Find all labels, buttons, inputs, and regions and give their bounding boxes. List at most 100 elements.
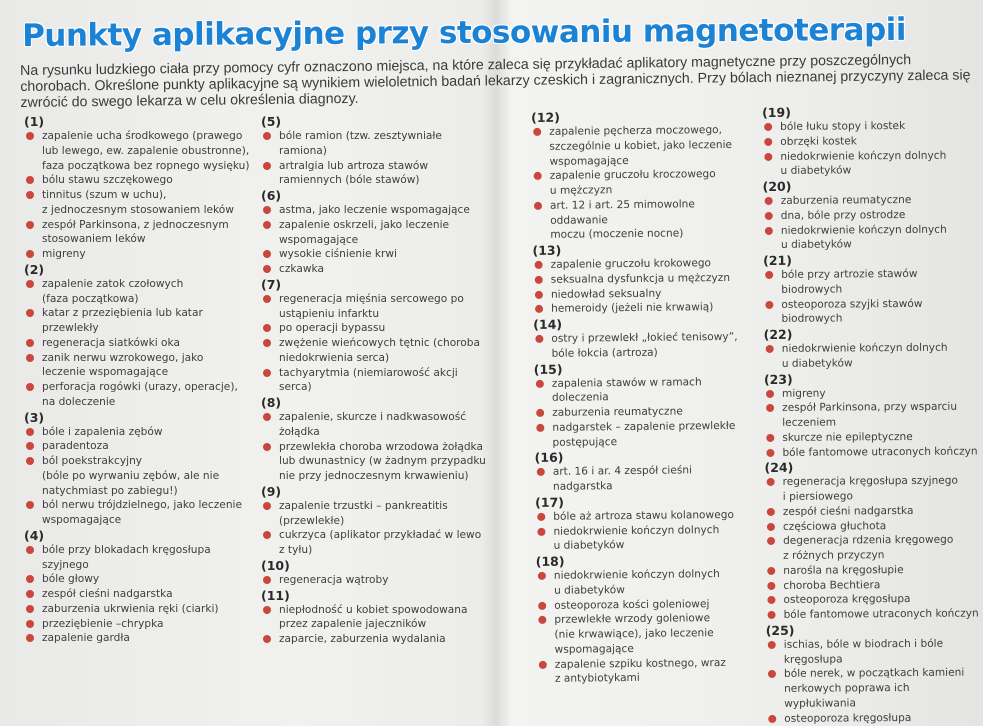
item-text: ostry i przewlekł „łokieć tenisowy”, ból…: [551, 330, 738, 360]
list-item: bóle i zapalenia zębów: [24, 425, 254, 440]
item-text: czkawka: [279, 263, 324, 275]
bullet-icon: [764, 196, 773, 205]
bullet-icon: [26, 383, 34, 391]
item-text: cukrzyca (aplikator przykładać w lewo z …: [279, 529, 482, 556]
bullet-icon: [538, 660, 547, 669]
item-text: tachyarytmia (niemiarowość akcji serca): [279, 366, 458, 394]
item-text: choroba Bechtiera: [783, 578, 881, 592]
bullet-icon: [765, 389, 775, 398]
point-section: (8) zapalenie, skurcze i nadkwasowość żoł…: [261, 395, 496, 484]
point-section: (5) bóle ramion (tzw. zesztywniałe ramion…: [261, 114, 496, 188]
list-item: bóle przy artrozie stawów biodrowych: [763, 266, 978, 297]
list-item: art. 12 i art. 25 mimowolne oddawanie mo…: [532, 196, 752, 243]
item-text: zaparcie, zaburzenia wydalania: [279, 633, 446, 645]
bullet-icon: [263, 206, 271, 214]
item-text: osteoporoza kręgosłupa: [783, 593, 911, 607]
bullet-icon: [533, 127, 542, 136]
list-item: regeneracja siatkówki oka: [24, 336, 254, 351]
list-item: katar z przeziębienia lub katar przewlek…: [24, 306, 254, 336]
item-text: zapalenie szpiku kostnego, wraz z antybi…: [554, 656, 726, 686]
list-item: narośla na kręgosłupie: [765, 562, 980, 578]
point-number: (8): [261, 395, 282, 410]
point-number: (20): [762, 178, 792, 194]
bullet-icon: [767, 581, 776, 590]
point-number: (9): [261, 483, 282, 499]
list-item: artralgia lub artroza stawów ramiennych …: [261, 159, 496, 189]
item-text: migreny: [42, 248, 86, 260]
list-item: zanik nerwu wzrokowego, jako leczenie ws…: [24, 351, 254, 381]
point-number: (11): [261, 587, 290, 603]
list-item: bóle łuku stopy i kostek: [762, 118, 977, 134]
bullet-icon: [263, 605, 271, 614]
list-item: niedokrwienie kończyn dolnych u diabetyk…: [763, 222, 978, 253]
bullet-icon: [26, 457, 34, 465]
item-text: zanik nerwu wzrokowego, jako leczenie ws…: [42, 351, 204, 379]
bullet-icon: [535, 379, 544, 388]
item-text: bólu stawu szczękowego: [42, 174, 173, 187]
point-section: (4) bóle przy blokadach kręgosłupa szyjne…: [24, 528, 254, 646]
bullet-icon: [26, 132, 34, 140]
bullet-icon: [766, 507, 775, 516]
point-number: (10): [261, 557, 290, 573]
bullet-icon: [26, 338, 34, 347]
item-text: zaburzenia reumatyczne: [552, 405, 683, 419]
bullet-icon: [263, 132, 271, 140]
point-section: (9) zapalenie trzustki – pankreatitis (pr…: [261, 484, 496, 558]
bullet-icon: [537, 527, 546, 536]
item-text: seksualna dysfunkcja u mężczyzn: [550, 271, 731, 286]
item-text: po operacji bypassu: [279, 322, 386, 335]
item-text: hemeroidy (jeżeli nie krwawią): [551, 301, 714, 316]
item-text: niedokrwienie kończyn dolnych u diabetyk…: [780, 149, 947, 178]
list-item: bólu stawu szczękowego: [24, 173, 254, 188]
bullet-icon: [765, 300, 774, 309]
list-item: paradentoza: [24, 439, 254, 454]
item-text: zapalenie gruczołu kroczowego u mężczyzn: [549, 168, 716, 197]
point-number: (19): [762, 104, 791, 120]
point-number: (21): [763, 252, 792, 268]
list-item: niedokrwienie kończyn dolnych u diabetyk…: [762, 148, 977, 179]
list-item: osteoporoza szyjki stawów biodrowych: [763, 296, 978, 327]
list-item: ból poekstrakcyjny (bóle po wyrwaniu zęb…: [24, 454, 254, 498]
item-text: nadgarstek – zapalenie przewlekłe postęp…: [552, 419, 736, 449]
list-item: zapalenie oskrzeli, jako leczenie wspoma…: [261, 218, 496, 248]
point-section: (23) migreny zespół Parkinsona, przy wspar…: [764, 370, 980, 460]
bullet-icon: [766, 433, 775, 442]
bullet-icon: [26, 590, 34, 598]
point-number: (22): [763, 326, 793, 342]
point-number: (5): [261, 114, 282, 129]
bullet-icon: [263, 220, 271, 229]
bullet-icon: [766, 448, 775, 457]
item-text: narośla na kręgosłupie: [783, 563, 904, 577]
bullet-icon: [538, 601, 547, 610]
item-text: zapalenie gardła: [42, 632, 130, 645]
item-text: osteoporoza kręgosłupa: [784, 711, 912, 725]
item-text: wysokie ciśnienie krwi: [279, 248, 398, 261]
bullet-icon: [263, 250, 271, 259]
column-4: (19) bóle łuku stopy i kostek obrzęki kost…: [762, 103, 981, 726]
item-text: zapalenie ucha środkowego (prawego lub l…: [42, 130, 250, 172]
list-item: zaburzenia ukrwienia ręki (ciarki): [24, 602, 254, 617]
item-text: art. 16 i ar. 4 zespół cieśni nadgarstka: [552, 464, 693, 493]
list-item: tachyarytmia (niemiarowość akcji serca): [261, 366, 496, 396]
point-section: (22) niedokrwienie kończyn dolnych u diab…: [764, 325, 979, 371]
bullet-icon: [26, 176, 34, 185]
list-item: przewlekłe wrzody goleniowe (nie krwawią…: [536, 611, 756, 658]
bullet-icon: [26, 220, 34, 229]
bullet-icon: [535, 305, 544, 314]
item-text: bóle nerek, w początkach kamieni nerkowy…: [783, 666, 965, 710]
list-item: dna, bóle przy ostrodze: [763, 207, 978, 223]
bullet-icon: [534, 290, 543, 299]
item-text: dna, bóle przy ostrodze: [780, 208, 906, 222]
bullet-icon: [768, 714, 777, 723]
list-item: hemeroidy (jeżeli nie krwawią): [533, 300, 753, 317]
bullet-icon: [537, 571, 546, 580]
bullet-icon: [263, 368, 271, 377]
list-item: ból nerwu trójdzielnego, jako leczenie w…: [24, 498, 254, 528]
bullet-icon: [263, 324, 271, 333]
bullet-icon: [26, 634, 34, 643]
bullet-icon: [538, 616, 547, 625]
bullet-icon: [263, 442, 271, 451]
point-number: (6): [261, 188, 282, 203]
bullet-icon: [765, 270, 774, 279]
column-3: (12) zapalenie pęcherza moczowego, szczeg…: [531, 108, 757, 687]
